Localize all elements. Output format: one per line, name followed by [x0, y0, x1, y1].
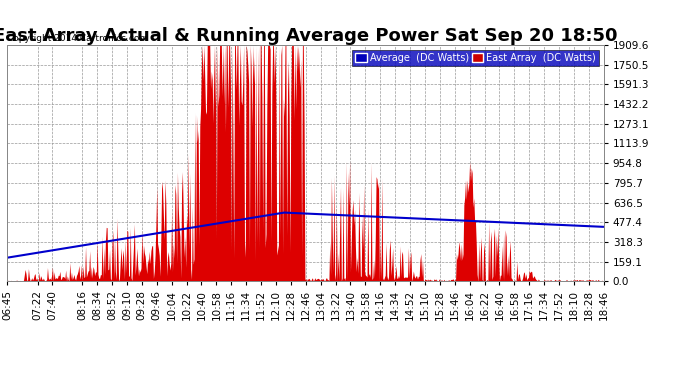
Text: Copyright 2014 Cartronics.com: Copyright 2014 Cartronics.com — [7, 34, 148, 43]
Title: East Array Actual & Running Average Power Sat Sep 20 18:50: East Array Actual & Running Average Powe… — [0, 27, 618, 45]
Legend: Average  (DC Watts), East Array  (DC Watts): Average (DC Watts), East Array (DC Watts… — [352, 50, 599, 66]
